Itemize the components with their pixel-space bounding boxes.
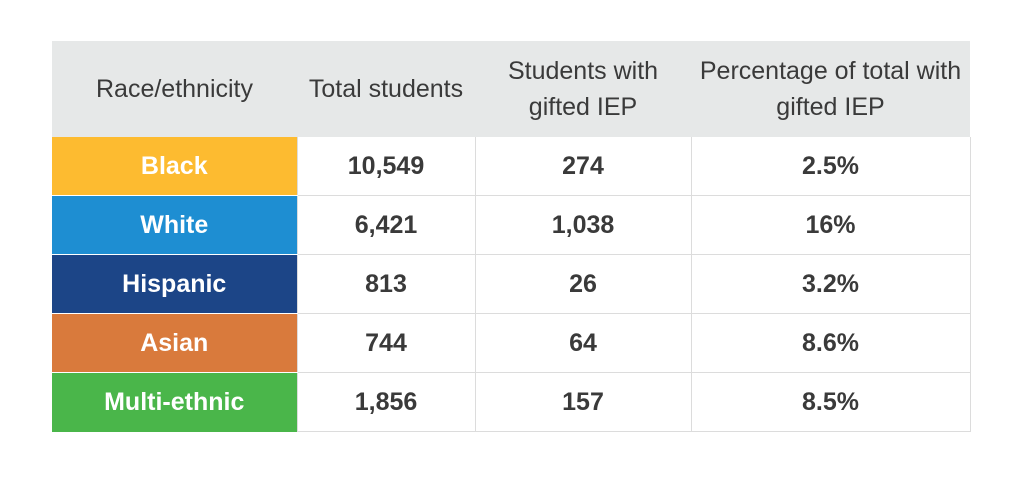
gifted-iep-percentage-cell: 16% <box>690 195 971 255</box>
total-students-cell: 10,549 <box>296 137 475 196</box>
gifted-iep-table: Race/ethnicity Total students Students w… <box>52 41 971 432</box>
total-students-cell: 6,421 <box>296 195 475 255</box>
column-header-students-with-gifted-iep: Students with gifted IEP <box>475 41 691 137</box>
total-students-cell: 1,856 <box>296 372 475 432</box>
column-header-total-students: Total students <box>297 41 475 137</box>
group-cell-black: Black <box>52 137 297 196</box>
total-students-cell: 813 <box>296 254 475 314</box>
gifted-iep-count-cell: 274 <box>474 137 691 196</box>
group-cell-asian: Asian <box>52 313 297 373</box>
table-row: Asian 744 64 8.6% <box>52 313 971 373</box>
group-cell-multi-ethnic: Multi-ethnic <box>52 372 297 432</box>
column-header-race-ethnicity: Race/ethnicity <box>52 41 297 137</box>
gifted-iep-percentage-cell: 8.5% <box>690 372 971 432</box>
table-header-row: Race/ethnicity Total students Students w… <box>52 41 970 137</box>
group-cell-hispanic: Hispanic <box>52 254 297 314</box>
column-header-percentage-with-gifted-iep: Percentage of total with gifted IEP <box>691 41 970 137</box>
gifted-iep-count-cell: 157 <box>474 372 691 432</box>
gifted-iep-count-cell: 26 <box>474 254 691 314</box>
table-row: White 6,421 1,038 16% <box>52 195 971 255</box>
table-row: Hispanic 813 26 3.2% <box>52 254 971 314</box>
table-row: Multi-ethnic 1,856 157 8.5% <box>52 372 971 432</box>
gifted-iep-percentage-cell: 3.2% <box>690 254 971 314</box>
group-cell-white: White <box>52 195 297 255</box>
total-students-cell: 744 <box>296 313 475 373</box>
gifted-iep-percentage-cell: 8.6% <box>690 313 971 373</box>
table-row: Black 10,549 274 2.5% <box>52 137 971 196</box>
gifted-iep-count-cell: 1,038 <box>474 195 691 255</box>
gifted-iep-percentage-cell: 2.5% <box>690 137 971 196</box>
gifted-iep-count-cell: 64 <box>474 313 691 373</box>
